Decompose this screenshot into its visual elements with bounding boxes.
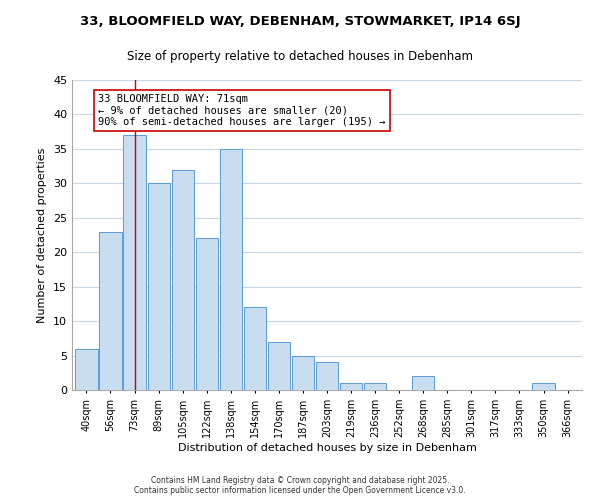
Bar bbox=[412, 376, 434, 390]
Text: Size of property relative to detached houses in Debenham: Size of property relative to detached ho… bbox=[127, 50, 473, 63]
Bar bbox=[172, 170, 194, 390]
Bar bbox=[244, 308, 266, 390]
Bar bbox=[76, 348, 98, 390]
Bar bbox=[340, 383, 362, 390]
Bar bbox=[364, 383, 386, 390]
Text: 33, BLOOMFIELD WAY, DEBENHAM, STOWMARKET, IP14 6SJ: 33, BLOOMFIELD WAY, DEBENHAM, STOWMARKET… bbox=[80, 15, 520, 28]
Text: Contains HM Land Registry data © Crown copyright and database right 2025.
Contai: Contains HM Land Registry data © Crown c… bbox=[134, 476, 466, 495]
Bar bbox=[124, 135, 146, 390]
Bar bbox=[220, 149, 242, 390]
Bar bbox=[100, 232, 122, 390]
Bar bbox=[316, 362, 338, 390]
Bar bbox=[196, 238, 218, 390]
Y-axis label: Number of detached properties: Number of detached properties bbox=[37, 148, 47, 322]
Bar bbox=[268, 342, 290, 390]
Bar bbox=[532, 383, 554, 390]
Bar bbox=[148, 184, 170, 390]
Text: 33 BLOOMFIELD WAY: 71sqm
← 9% of detached houses are smaller (20)
90% of semi-de: 33 BLOOMFIELD WAY: 71sqm ← 9% of detache… bbox=[98, 94, 386, 127]
X-axis label: Distribution of detached houses by size in Debenham: Distribution of detached houses by size … bbox=[178, 442, 476, 452]
Bar bbox=[292, 356, 314, 390]
